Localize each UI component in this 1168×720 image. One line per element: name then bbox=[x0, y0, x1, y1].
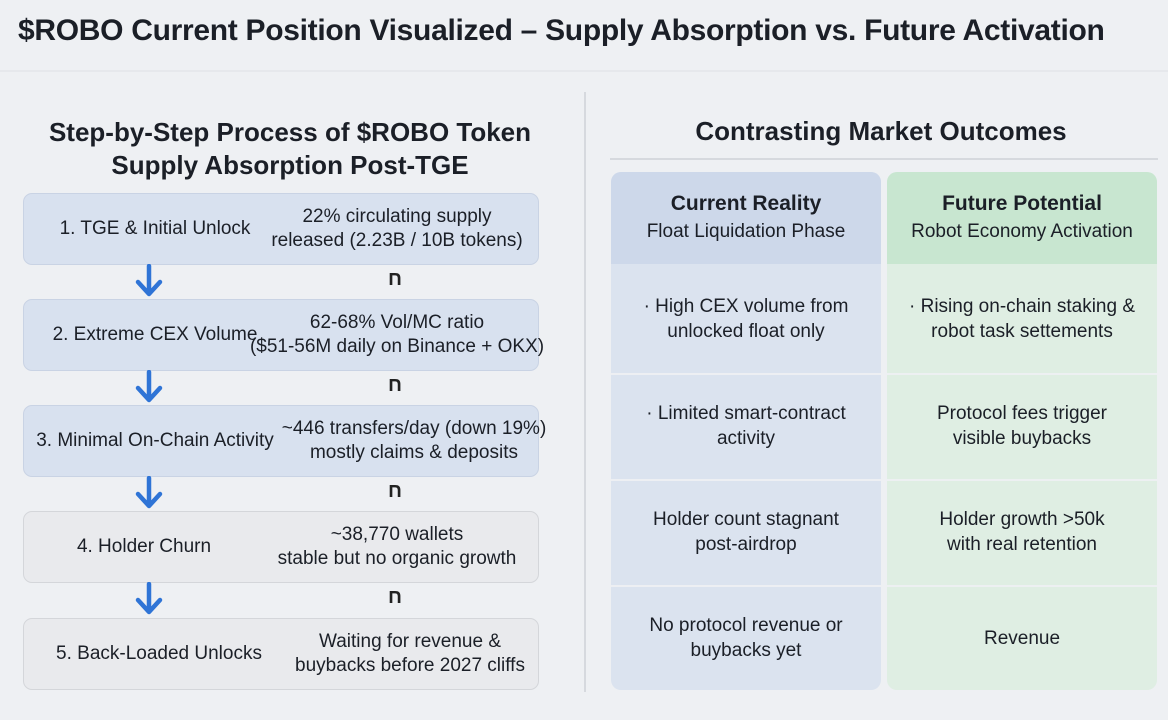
current-reality-title: Current Reality bbox=[670, 192, 822, 215]
step-1-box: 1. TGE & Initial Unlock 22% circulating … bbox=[23, 193, 539, 265]
current-row-1-line1: · High CEX volume from bbox=[643, 296, 849, 317]
arrow-down-icon bbox=[135, 582, 163, 615]
future-row-4: Revenue bbox=[887, 585, 1157, 690]
page-title: $ROBO Current Position Visualized – Supp… bbox=[18, 14, 1105, 47]
current-row-2-line2: activity bbox=[716, 428, 776, 449]
step-3-label: 3. Minimal On-Chain Activity bbox=[36, 430, 274, 451]
current-row-4: No protocol revenue or buybacks yet bbox=[611, 585, 881, 690]
step-5-desc-line2: buybacks before 2027 cliffs bbox=[295, 655, 525, 676]
process-heading-line1: Step-by-Step Process of $ROBO Token bbox=[48, 117, 532, 147]
step-4-box: 4. Holder Churn ~38,770 wallets stable b… bbox=[23, 511, 539, 583]
current-row-2-line1: · Limited smart-contract bbox=[646, 403, 846, 424]
future-row-2-line1: Protocol fees trigger bbox=[936, 403, 1108, 424]
row-separator bbox=[887, 585, 1157, 587]
current-row-4-line1: No protocol revenue or bbox=[649, 615, 843, 636]
current-row-3-line2: post-airdrop bbox=[695, 534, 797, 555]
current-row-2: · Limited smart-contract activity bbox=[611, 373, 881, 479]
current-row-3-line1: Holder count stagnant bbox=[653, 509, 839, 530]
step-5-desc-line1: Waiting for revenue & bbox=[319, 631, 501, 652]
step-4-desc-line1: ~38,770 wallets bbox=[330, 524, 464, 545]
arrow-down-icon bbox=[135, 370, 163, 403]
future-row-3-line2: with real retention bbox=[947, 534, 1097, 555]
step-2-label: 2. Extreme CEX Volume bbox=[52, 324, 258, 345]
step-4-label: 4. Holder Churn bbox=[76, 536, 212, 557]
step-1-desc-line1: 22% circulating supply bbox=[302, 206, 492, 227]
arrow-down-icon bbox=[135, 264, 163, 297]
future-row-2: Protocol fees trigger visible buybacks bbox=[887, 373, 1157, 479]
row-separator bbox=[611, 479, 881, 481]
connector-glyph: ח bbox=[388, 268, 403, 290]
step-5-box: 5. Back-Loaded Unlocks Waiting for reven… bbox=[23, 618, 539, 690]
row-separator bbox=[887, 479, 1157, 481]
current-row-1: · High CEX volume from unlocked float on… bbox=[611, 266, 881, 372]
step-3-desc-line1: ~446 transfers/day (down 19%) bbox=[281, 418, 547, 439]
row-separator bbox=[611, 373, 881, 375]
future-row-3-line1: Holder growth >50k bbox=[939, 509, 1105, 530]
future-potential-subtitle: Robot Economy Activation bbox=[911, 221, 1133, 242]
connector-glyph: ח bbox=[388, 586, 403, 608]
column-divider bbox=[584, 92, 586, 692]
outcomes-heading: Contrasting Market Outcomes bbox=[695, 116, 1067, 146]
process-heading-line2: Supply Absorption Post-TGE bbox=[111, 150, 469, 180]
row-separator bbox=[611, 585, 881, 587]
process-heading: Step-by-Step Process of $ROBO Token Supp… bbox=[20, 116, 560, 182]
future-row-3: Holder growth >50k with real retention bbox=[887, 479, 1157, 585]
step-1-desc-line2: released (2.23B / 10B tokens) bbox=[271, 230, 523, 251]
future-row-1-line1: · Rising on-chain staking & bbox=[909, 296, 1135, 317]
connector-glyph: ח bbox=[388, 480, 403, 502]
future-potential-title: Future Potential bbox=[942, 192, 1102, 215]
future-row-2-line2: visible buybacks bbox=[952, 428, 1092, 449]
current-reality-header: Current Reality Float Liquidation Phase bbox=[611, 172, 881, 264]
step-4-description: ~38,770 wallets stable but no organic gr… bbox=[254, 512, 540, 582]
step-3-description: ~446 transfers/day (down 19%) mostly cla… bbox=[274, 406, 554, 476]
step-4-desc-line2: stable but no organic growth bbox=[277, 548, 517, 569]
current-row-4-line2: buybacks yet bbox=[690, 640, 802, 661]
outcomes-underline bbox=[610, 158, 1158, 160]
step-2-description: 62-68% Vol/MC ratio ($51-56M daily on Bi… bbox=[250, 300, 544, 370]
current-row-3: Holder count stagnant post-airdrop bbox=[611, 479, 881, 585]
current-reality-column: Current Reality Float Liquidation Phase … bbox=[611, 172, 881, 690]
step-2-desc-line1: 62-68% Vol/MC ratio bbox=[309, 312, 485, 333]
step-1-description: 22% circulating supply released (2.23B /… bbox=[254, 194, 540, 264]
step-2-box: 2. Extreme CEX Volume 62-68% Vol/MC rati… bbox=[23, 299, 544, 371]
arrow-down-icon bbox=[135, 476, 163, 509]
step-3-box: 3. Minimal On-Chain Activity ~446 transf… bbox=[23, 405, 546, 477]
future-potential-column: Future Potential Robot Economy Activatio… bbox=[887, 172, 1157, 690]
future-row-1-line2: robot task settements bbox=[931, 321, 1113, 342]
title-underline bbox=[0, 70, 1168, 72]
current-row-1-line2: unlocked float only bbox=[667, 321, 825, 342]
step-5-description: Waiting for revenue & buybacks before 20… bbox=[280, 619, 540, 689]
connector-glyph: ח bbox=[388, 374, 403, 396]
future-row-4-line1: Revenue bbox=[983, 627, 1061, 649]
step-2-desc-line2: ($51-56M daily on Binance + OKX) bbox=[249, 336, 545, 357]
step-3-desc-line2: mostly claims & deposits bbox=[309, 442, 518, 463]
step-5-label: 5. Back-Loaded Unlocks bbox=[56, 643, 262, 664]
row-separator bbox=[887, 373, 1157, 375]
step-1-label: 1. TGE & Initial Unlock bbox=[59, 218, 251, 239]
current-reality-subtitle: Float Liquidation Phase bbox=[646, 221, 846, 242]
future-row-1: · Rising on-chain staking & robot task s… bbox=[887, 266, 1157, 372]
future-potential-header: Future Potential Robot Economy Activatio… bbox=[887, 172, 1157, 264]
